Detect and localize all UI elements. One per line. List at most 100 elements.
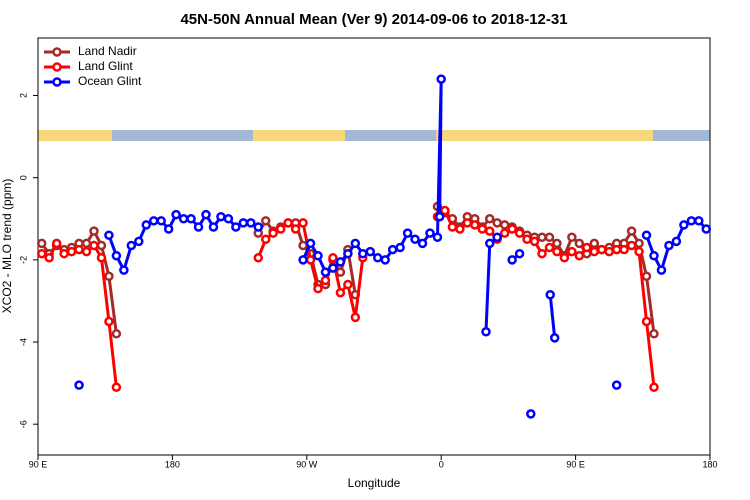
data-point [447,222,458,232]
data-point [74,244,84,255]
data-point [171,209,181,220]
data-point [567,246,577,257]
data-point [387,244,398,255]
data-point [686,216,697,226]
data-point [111,250,122,261]
data-point [320,275,331,286]
data-point [36,238,47,249]
data-point [434,211,445,222]
data-point [432,232,443,243]
data-point [492,218,502,228]
data-point [320,267,331,277]
y-tick-label: 2 [18,93,28,98]
data-point [649,329,659,339]
data-point [111,382,122,392]
data-point [298,240,308,251]
x-tick-label: 90 E [29,459,48,469]
data-point [499,228,510,238]
data-point [335,287,346,298]
data-point [335,257,346,267]
data-point [89,226,99,236]
data-point [126,240,137,251]
data-point [544,242,555,253]
data-point [275,224,286,234]
data-point [51,238,62,249]
data-point [649,250,659,261]
data-point [111,329,122,339]
data-point [499,220,510,230]
data-point [701,224,712,234]
data-point [611,244,622,255]
data-point [514,248,525,259]
x-tick-label: 180 [702,459,717,469]
data-point [574,250,585,261]
data-point [81,246,92,257]
data-point [559,253,570,263]
data-point [626,226,637,236]
plot-frame [37,37,711,456]
data-point [634,238,644,249]
data-point [268,228,278,238]
data-point [104,316,114,327]
data-point [395,242,405,253]
data-point [656,265,667,275]
data-point [611,380,622,390]
data-point [484,226,495,236]
data-point [671,236,682,247]
data-point [455,224,465,234]
data-point [537,248,547,259]
data-point [380,255,390,265]
data-point [134,236,144,247]
data-point [246,218,256,228]
x-axis-label: Longitude [348,476,401,490]
data-point [223,214,234,224]
data-point [104,271,114,282]
data-point [372,253,383,263]
legend-label: Ocean Glint [78,74,142,88]
data-point [440,205,450,216]
data-point [313,283,323,294]
data-point [328,253,338,263]
data-point [298,255,308,265]
data-point [522,234,532,245]
legend-marker [52,77,62,87]
data-point [186,214,196,224]
data-point [343,248,353,259]
data-point [96,240,107,251]
data-point [231,222,241,232]
data-point [641,316,652,327]
data-point [604,246,614,257]
data-point [402,228,413,238]
data-point [589,246,600,257]
data-point [582,242,592,253]
series-line [484,236,499,332]
data-point [549,333,560,343]
data-point [253,253,264,263]
data-point [410,234,420,245]
data-point [74,380,84,390]
data-point [238,218,249,228]
data-point [350,312,361,323]
legend-label: Land Nadir [78,44,137,58]
data-point [574,238,585,249]
data-point [208,222,219,232]
data-point [425,228,435,238]
data-point [305,238,316,249]
data-point [462,218,473,228]
land-ocean-strip [38,130,710,141]
data-point [507,224,517,234]
y-axis-label: XCO2 - MLO trend (ppm) [0,179,14,314]
data-point [260,234,271,245]
data-point [305,255,316,265]
data-point [201,209,211,220]
y-tick-label: 0 [18,175,28,180]
data-point [545,290,555,300]
data-point [526,409,536,419]
data-point [514,228,525,238]
chart-title: 45N-50N Annual Mean (Ver 9) 2014-09-06 t… [180,11,567,28]
legend-marker [52,47,62,57]
x-tick-label: 90 W [296,459,318,469]
data-point [694,216,704,226]
data-point [328,263,338,273]
